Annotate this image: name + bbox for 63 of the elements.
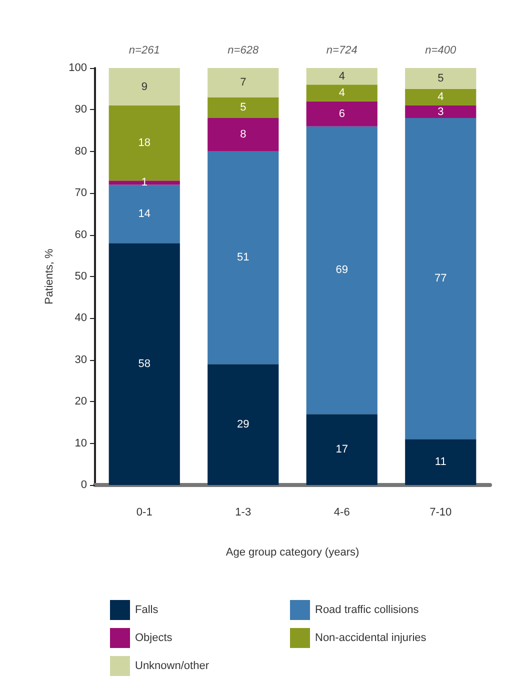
data-label: 6 bbox=[338, 108, 345, 120]
x-axis-title: Age group category (years) bbox=[226, 546, 360, 558]
annotation: n=400 bbox=[425, 44, 457, 56]
annotation: n=628 bbox=[228, 44, 260, 56]
x-tick-label: 1-3 bbox=[235, 506, 252, 518]
bar bbox=[306, 126, 378, 414]
data-label: 18 bbox=[138, 137, 150, 150]
data-label: 17 bbox=[336, 444, 348, 456]
bar bbox=[405, 118, 476, 440]
data-label: 69 bbox=[336, 264, 348, 276]
bar bbox=[108, 243, 180, 485]
y-tick-label: 50 bbox=[74, 270, 87, 282]
legend-label: Non-accidental injuries bbox=[315, 632, 427, 644]
legend-label: Road traffic collisions bbox=[315, 604, 420, 616]
data-label: 11 bbox=[434, 456, 446, 468]
y-tick-label: 0 bbox=[80, 479, 87, 491]
data-label: 9 bbox=[141, 80, 148, 93]
bar bbox=[208, 364, 279, 485]
bar bbox=[208, 151, 279, 364]
bar bbox=[306, 101, 378, 126]
data-label: 14 bbox=[138, 208, 150, 220]
data-label: 29 bbox=[237, 418, 250, 431]
y-tick-label: 20 bbox=[74, 396, 87, 408]
y-tick-label: 100 bbox=[68, 62, 87, 74]
bar bbox=[208, 97, 279, 118]
x-tick-label: 7-10 bbox=[430, 506, 452, 518]
legend-label: Objects bbox=[135, 632, 173, 644]
y-tick-label: 40 bbox=[74, 312, 87, 324]
data-label: 58 bbox=[138, 358, 150, 370]
bar bbox=[306, 414, 378, 485]
y-tick-label: 10 bbox=[74, 437, 87, 450]
y-tick-label: 60 bbox=[74, 228, 87, 241]
bar bbox=[405, 68, 476, 89]
annotation: n=261 bbox=[128, 44, 160, 56]
bar bbox=[306, 68, 378, 85]
bar bbox=[405, 439, 476, 485]
y-tick-label: 80 bbox=[74, 145, 87, 158]
data-label: 5 bbox=[438, 72, 444, 84]
legend-label: Falls bbox=[135, 604, 159, 616]
data-label: 51 bbox=[237, 252, 250, 264]
data-label: 5 bbox=[240, 102, 246, 114]
bar bbox=[405, 88, 476, 106]
bar bbox=[208, 118, 279, 152]
data-label: 4 bbox=[338, 70, 345, 82]
annotation: n=724 bbox=[326, 44, 358, 56]
y-axis-title: Patients, % bbox=[44, 248, 56, 304]
bar bbox=[208, 68, 279, 98]
y-tick-label: 30 bbox=[74, 354, 87, 366]
data-label: 4 bbox=[338, 87, 345, 100]
bar bbox=[108, 68, 180, 106]
bar bbox=[108, 184, 180, 244]
bar bbox=[405, 106, 476, 118]
x-tick-label: 0-1 bbox=[136, 506, 152, 518]
y-tick-label: 90 bbox=[74, 104, 87, 116]
data-label: 7 bbox=[240, 76, 246, 89]
bar bbox=[306, 84, 378, 102]
data-label: 8 bbox=[240, 128, 246, 141]
data-label: 3 bbox=[438, 106, 444, 118]
legend-label: Unknown/other bbox=[135, 660, 210, 672]
y-tick-label: 70 bbox=[74, 187, 87, 200]
x-tick-label: 4-6 bbox=[334, 506, 350, 518]
data-label: 4 bbox=[438, 91, 444, 104]
data-label: 77 bbox=[434, 272, 447, 285]
